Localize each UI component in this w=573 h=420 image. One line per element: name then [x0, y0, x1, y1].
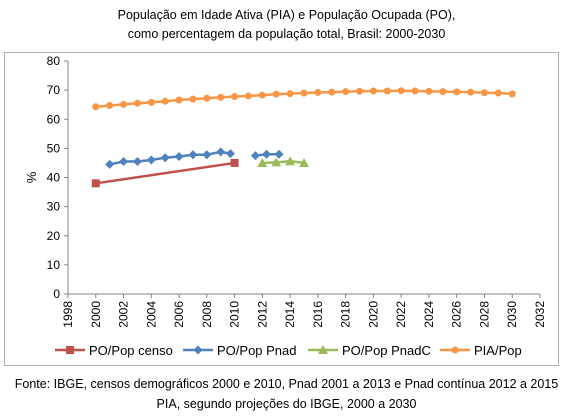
series-line-po-pop-pnadc	[262, 159, 305, 165]
x-tick-label: 2008	[200, 301, 214, 328]
data-point-pia-pop	[425, 87, 433, 95]
legend-marker-pia-pop	[451, 346, 459, 354]
data-point-po-pop-pnad	[105, 159, 115, 169]
x-tick-label: 2004	[144, 301, 158, 328]
data-point-pia-pop	[217, 93, 225, 101]
data-point-po-pop-pnadc	[299, 157, 309, 167]
y-tick-label: 70	[47, 83, 61, 97]
data-point-po-pop-pnad	[216, 147, 226, 157]
y-tick-label: 60	[47, 112, 61, 126]
data-point-pia-pop	[328, 88, 336, 96]
y-tick-label: 50	[47, 141, 61, 155]
data-point-pia-pop	[369, 87, 377, 95]
x-tick-label: 2024	[422, 301, 436, 328]
data-point-pia-pop	[467, 88, 475, 96]
chart-frame	[4, 52, 559, 366]
data-point-pia-pop	[106, 102, 114, 110]
source-note-2: PIA, segundo projeções do IBGE, 2000 a 2…	[156, 397, 417, 411]
data-point-pia-pop	[175, 96, 183, 104]
data-point-pia-pop	[342, 88, 350, 96]
data-point-pia-pop	[508, 90, 516, 98]
source-note: Fonte: IBGE, censos demográficos 2000 e …	[14, 377, 559, 391]
data-point-po-pop-censo	[230, 158, 239, 167]
data-point-po-pop-pnad	[132, 156, 142, 166]
chart-title: População em Idade Ativa (PIA) e Populaç…	[117, 8, 456, 22]
data-point-pia-pop	[133, 99, 141, 107]
y-tick-label: 30	[47, 200, 61, 214]
x-tick-label: 1998	[61, 301, 75, 328]
data-point-pia-pop	[203, 94, 211, 102]
legend-marker-po-pop-censo	[66, 346, 74, 354]
x-tick-label: 2026	[450, 301, 464, 328]
y-tick-label: 0	[53, 287, 60, 301]
legend-marker-po-pop-pnad	[193, 345, 203, 355]
legend-marker-po-pop-pnadc	[318, 345, 328, 354]
y-axis-label: %	[24, 171, 39, 183]
data-point-po-pop-censo	[91, 179, 100, 188]
data-point-pia-pop	[411, 87, 419, 95]
y-tick-label: 20	[47, 229, 61, 243]
series-line-po-pop-pnad	[109, 150, 231, 166]
data-point-pia-pop	[439, 88, 447, 96]
data-point-pia-pop	[272, 90, 280, 98]
legend-label-po-pop-pnad: PO/Pop Pnad	[217, 343, 297, 358]
data-point-po-pop-pnad	[174, 152, 184, 162]
data-point-po-pop-pnad	[119, 156, 129, 166]
data-point-pia-pop	[383, 87, 391, 95]
data-point-po-pop-pnad	[160, 153, 170, 163]
legend-label-pia-pop: PIA/Pop	[474, 343, 522, 358]
y-tick-label: 80	[47, 54, 61, 68]
x-tick-label: 2012	[255, 301, 269, 328]
series-line-po-pop-censo	[95, 161, 235, 185]
x-tick-label: 2022	[394, 301, 408, 328]
data-point-po-pop-pnad	[274, 149, 284, 159]
data-point-po-pop-pnad	[262, 149, 272, 159]
x-tick-label: 2028	[477, 301, 491, 328]
x-tick-label: 2020	[366, 301, 380, 328]
data-point-po-pop-pnad	[188, 150, 198, 160]
data-point-pia-pop	[397, 87, 405, 95]
data-point-po-pop-pnadc	[285, 156, 296, 166]
data-point-po-pop-pnad	[225, 149, 235, 159]
data-point-pia-pop	[300, 89, 308, 97]
data-point-po-pop-pnad	[250, 151, 260, 161]
x-tick-label: 2016	[311, 301, 325, 328]
y-tick-label: 10	[47, 258, 61, 272]
data-point-po-pop-pnadc	[271, 157, 282, 167]
x-tick-label: 2032	[533, 301, 547, 328]
x-tick-label: 2006	[172, 301, 186, 328]
data-point-pia-pop	[314, 88, 322, 96]
legend-label-po-pop-pnadc: PO/Pop PnadC	[342, 343, 431, 358]
chart-subtitle: como percentagem da população total, Bra…	[127, 27, 446, 41]
data-point-pia-pop	[161, 97, 169, 105]
data-point-po-pop-pnad	[146, 155, 156, 165]
x-tick-label: 2014	[283, 301, 297, 328]
data-point-pia-pop	[147, 98, 155, 106]
x-tick-label: 2010	[228, 301, 242, 328]
x-tick-label: 2000	[89, 301, 103, 328]
data-point-po-pop-pnad	[202, 150, 212, 160]
data-point-pia-pop	[231, 93, 239, 101]
data-point-pia-pop	[356, 87, 364, 95]
data-point-pia-pop	[258, 91, 266, 99]
data-point-pia-pop	[189, 95, 197, 103]
x-tick-label: 2030	[505, 301, 519, 328]
data-point-pia-pop	[494, 89, 502, 97]
x-tick-label: 2002	[117, 301, 131, 328]
data-point-pia-pop	[480, 89, 488, 97]
x-tick-label: 2018	[339, 301, 353, 328]
data-point-pia-pop	[453, 88, 461, 96]
data-point-pia-pop	[286, 90, 294, 98]
data-point-po-pop-pnadc	[257, 157, 268, 167]
y-tick-label: 40	[47, 171, 61, 185]
data-point-pia-pop	[244, 92, 252, 100]
data-point-pia-pop	[120, 100, 128, 108]
data-point-pia-pop	[92, 103, 100, 111]
legend-label-po-pop-censo: PO/Pop censo	[89, 343, 173, 358]
